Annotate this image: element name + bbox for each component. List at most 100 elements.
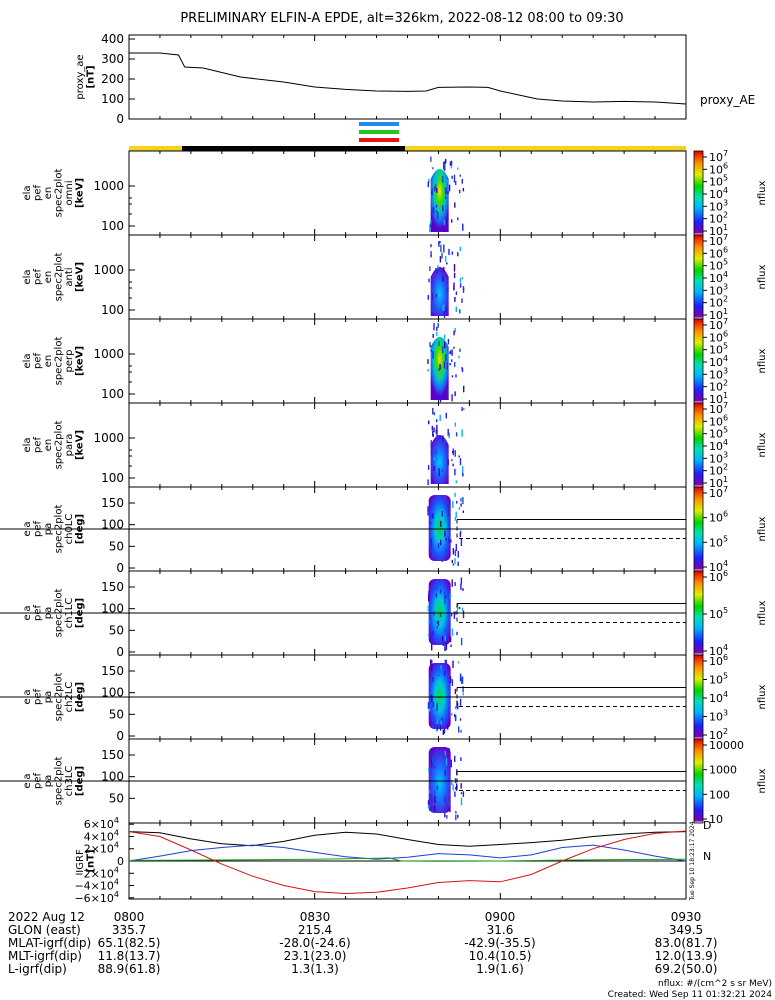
colorbar-tick-label: 10000 [709,739,744,752]
flux-pixel [430,156,432,162]
y-tick-label: 100 [101,219,124,233]
flux-pixel [432,702,434,708]
flux-pixel [439,364,441,370]
flux-pixel [461,298,463,303]
y-tick-label: 6×104 [84,816,119,831]
flux-pixel [451,175,453,179]
colorbar-tick-label: 105 [709,606,728,621]
y-tick-label: 100 [101,471,124,485]
flux-pixel [437,265,439,270]
flux-pixel [455,811,457,814]
flux-pixel [448,248,450,256]
flux-pixel [450,644,452,648]
y-tick-label: 400 [101,32,124,46]
flux-pixel [442,205,444,212]
flux-pixel [450,165,453,169]
flux-pixel [443,266,445,273]
y-tick-label: −4×104 [74,878,119,893]
footer-value: 23.1(23.0) [284,949,347,963]
flux-pixel [448,538,450,544]
flux-pixel [454,688,457,695]
flux-pixel [460,583,462,590]
flux-pixel [442,176,444,183]
flux-pixel [445,659,447,664]
flux-pixel [444,439,446,444]
axis-label-line: [deg] [74,682,85,712]
flux-pixel [435,210,438,213]
flux-pixel [434,795,436,804]
flux-pixel [454,391,456,397]
y-tick-label: 0 [117,855,124,868]
colorbar [693,654,704,740]
flux-pixel [434,186,436,192]
axis-label-line: ela [22,185,33,200]
flux-pixel [436,586,438,591]
flux-pixel [429,808,431,811]
axis-label-line: ela [22,689,33,704]
flux-pixel [457,167,459,170]
flux-pixel [433,456,435,461]
flux-pixel [435,293,438,298]
flux-pixel [430,751,432,755]
axis-label-line: [keV] [74,178,85,208]
flux-pixel [443,592,446,596]
flux-pixel [428,594,430,602]
flux-pixel [460,797,463,806]
flux-pixel [461,676,464,684]
flux-pixel [430,244,432,248]
panel-ela_pef_pa_spec2plot_ch3LC: 50 100 150 10 100 1000 10000 nflux ela pef pa spec2… [0,738,768,826]
flux-pixel [446,815,448,819]
fgm-state-yellow-right [405,146,686,152]
epd-coverage-bars [359,122,399,142]
flux-pixel [445,642,448,650]
flux-pixel [444,813,446,818]
flux-pixel [432,431,434,437]
colorbar-tick-label: 103 [709,709,728,724]
axis-label-line: pa [43,775,54,787]
flux-pixel [445,550,447,555]
flux-pixel [460,729,462,733]
flux-pixel [442,435,444,443]
flux-pixel [438,341,440,347]
igrf-legend-d: D [703,819,711,832]
flux-pixel [461,277,464,280]
flux-pixel [448,184,451,192]
axis-label-line: pef [32,437,43,454]
colorbar [693,402,704,488]
axis-label-line: ch1LC [64,598,75,629]
y-tick-label: 0 [116,645,124,659]
flux-pixel [428,278,430,283]
axis-label-line: omni [64,181,75,206]
flux-pixel [441,252,443,259]
flux-pixel [454,362,456,368]
flux-pixel [451,251,453,255]
flux-pixel [449,807,451,813]
flux-blob [428,495,451,561]
flux-pixel [453,272,456,279]
igrf-bt-line [128,830,687,895]
flux-pixel [455,291,458,296]
axis-label-line: pef [32,269,43,286]
flux-pixel [459,348,461,352]
flux-pixel [460,503,462,507]
flux-pixel [429,708,431,712]
flux-pixel [444,628,446,633]
axis-label-line: en [43,355,54,368]
proxy-ae-panel: 0 100 200 300 400 proxy_ae [nT] proxy_AE [75,32,756,126]
flux-pixel [428,620,430,623]
axis-label-line: spec2plot [53,169,64,218]
y-tick-label: 0 [116,112,124,126]
proxy-ae-legend: proxy_AE [700,93,755,107]
flux-pixel [439,613,442,617]
colorbar [693,486,704,572]
flux-pixel [435,751,437,756]
flux-pixel [442,640,444,646]
colorbar-label: nflux [757,684,768,709]
flux-pixel [445,648,447,651]
axis-label-line: [keV] [74,430,85,460]
flux-pixel [432,551,434,558]
y-tick-label: 100 [101,770,124,784]
flux-pixel [462,610,465,619]
flux-pixel [458,507,461,510]
